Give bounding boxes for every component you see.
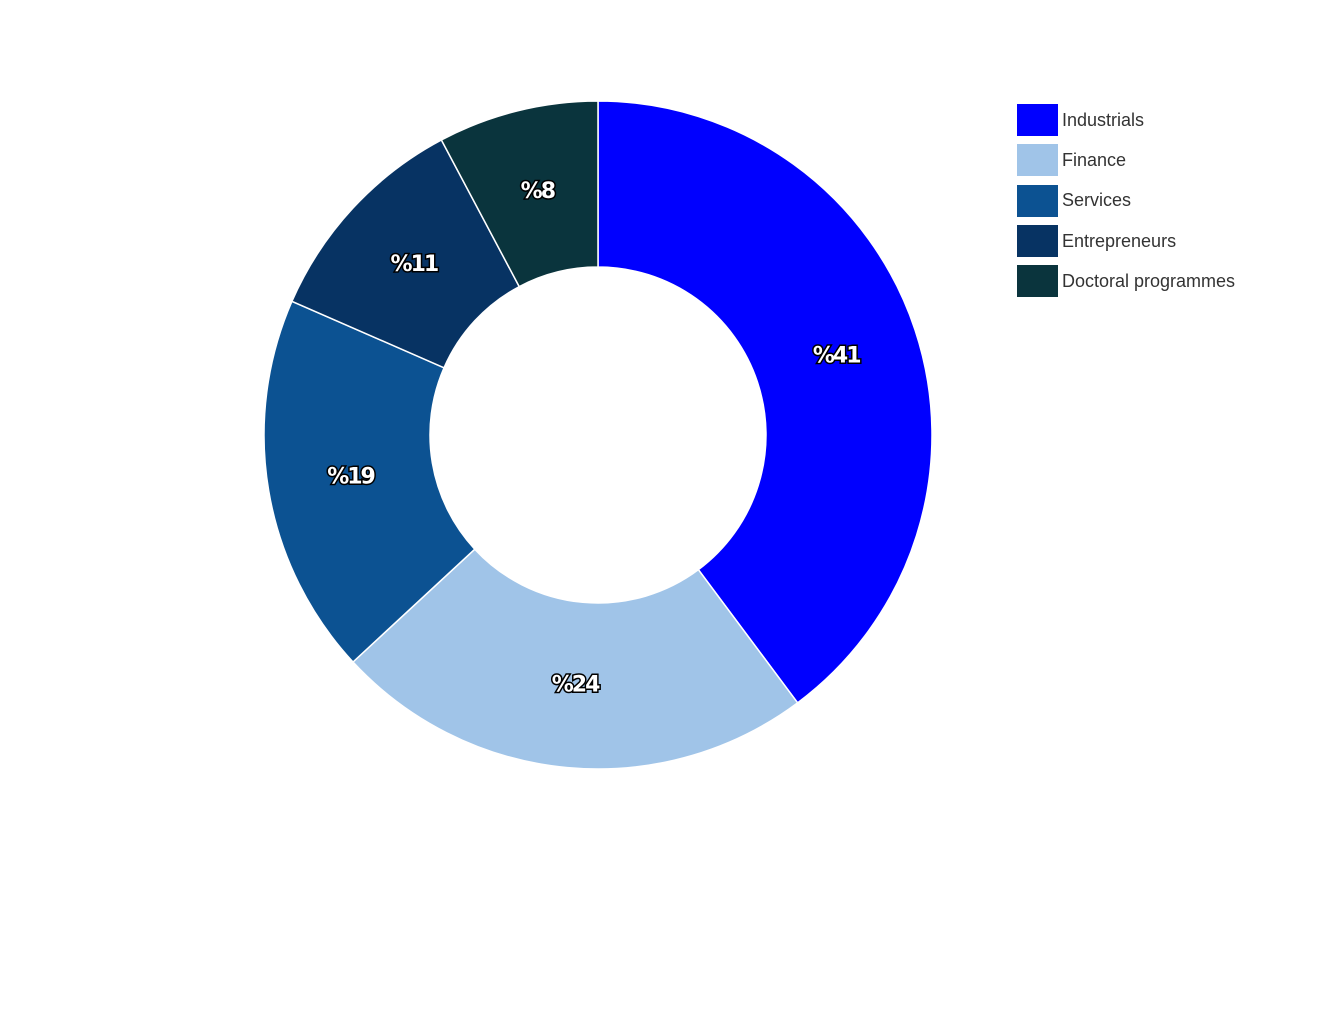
slice-label: %19	[327, 464, 374, 489]
slice-label: %24	[552, 672, 600, 697]
slice-doctoral-programmes[interactable]	[440, 100, 599, 288]
legend-item[interactable]: Entrepreneurs	[1017, 221, 1235, 261]
slice-label: %8	[521, 179, 555, 204]
legend-swatch	[1017, 225, 1058, 258]
legend-label: Services	[1062, 190, 1132, 211]
legend: Industrials Finance Services Entrepreneurs D…	[1017, 100, 1235, 301]
legend-label: Industrials	[1062, 109, 1145, 130]
legend-label: Entrepreneurs	[1062, 230, 1177, 251]
legend-item[interactable]: Finance	[1017, 140, 1235, 180]
slice-labels: %41 %24 %19 %11 %8	[326, 177, 864, 699]
legend-item[interactable]: Doctoral programmes	[1017, 261, 1235, 301]
legend-swatch	[1017, 144, 1058, 177]
donut-slices	[263, 100, 933, 770]
legend-label: Finance	[1062, 149, 1127, 170]
legend-label: Doctoral programmes	[1062, 270, 1236, 291]
legend-item[interactable]: Services	[1017, 181, 1235, 221]
legend-item[interactable]: Industrials	[1017, 100, 1235, 140]
slice-label: %41	[813, 343, 860, 368]
slice-finance[interactable]	[351, 548, 799, 770]
slice-services[interactable]	[263, 300, 476, 664]
legend-swatch	[1017, 184, 1058, 217]
slice-label: %11	[391, 252, 438, 277]
legend-swatch	[1017, 104, 1058, 137]
slice-industrials[interactable]	[597, 100, 933, 704]
legend-swatch	[1017, 265, 1058, 298]
